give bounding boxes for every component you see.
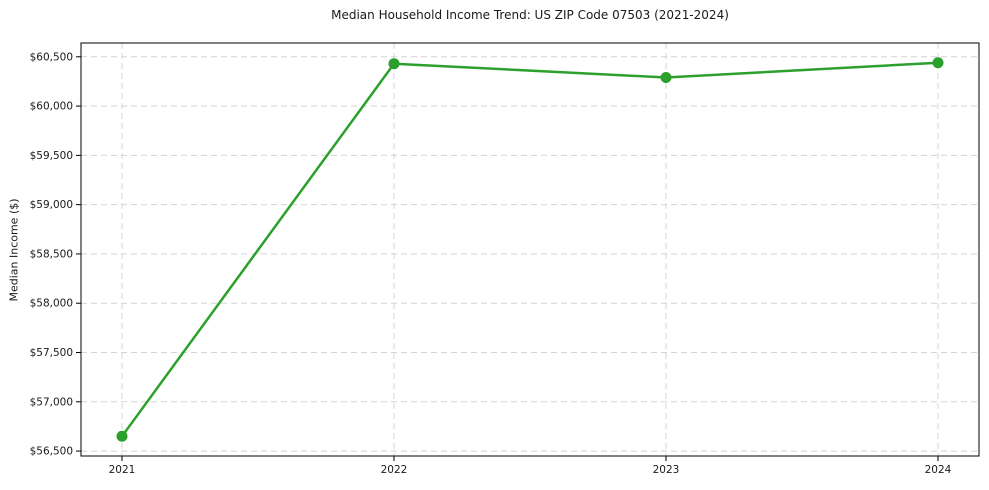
- y-tick-label: $59,500: [30, 150, 73, 162]
- x-tick-label: 2023: [653, 464, 680, 476]
- x-tick-label: 2022: [381, 464, 408, 476]
- y-axis-label: Median Income ($): [7, 198, 21, 302]
- data-point-marker: [388, 58, 400, 70]
- trend-line: [120, 61, 940, 438]
- y-tick-label: $57,500: [30, 347, 73, 359]
- y-tick-label: $57,000: [30, 396, 73, 408]
- plot-border: [80, 42, 980, 457]
- y-tick-label: $60,500: [30, 51, 73, 63]
- data-point-marker: [660, 71, 672, 83]
- y-tick-label: $60,000: [30, 101, 73, 113]
- data-point-marker: [116, 430, 128, 442]
- chart-title: Median Household Income Trend: US ZIP Co…: [331, 8, 729, 22]
- x-tick-label: 2024: [925, 464, 952, 476]
- y-tick-label: $58,000: [30, 298, 73, 310]
- x-tick-label: 2021: [109, 464, 136, 476]
- data-point-marker: [932, 57, 944, 69]
- y-tick-label: $59,000: [30, 199, 73, 211]
- y-tick-label: $56,500: [30, 446, 73, 458]
- y-tick-label: $58,500: [30, 248, 73, 260]
